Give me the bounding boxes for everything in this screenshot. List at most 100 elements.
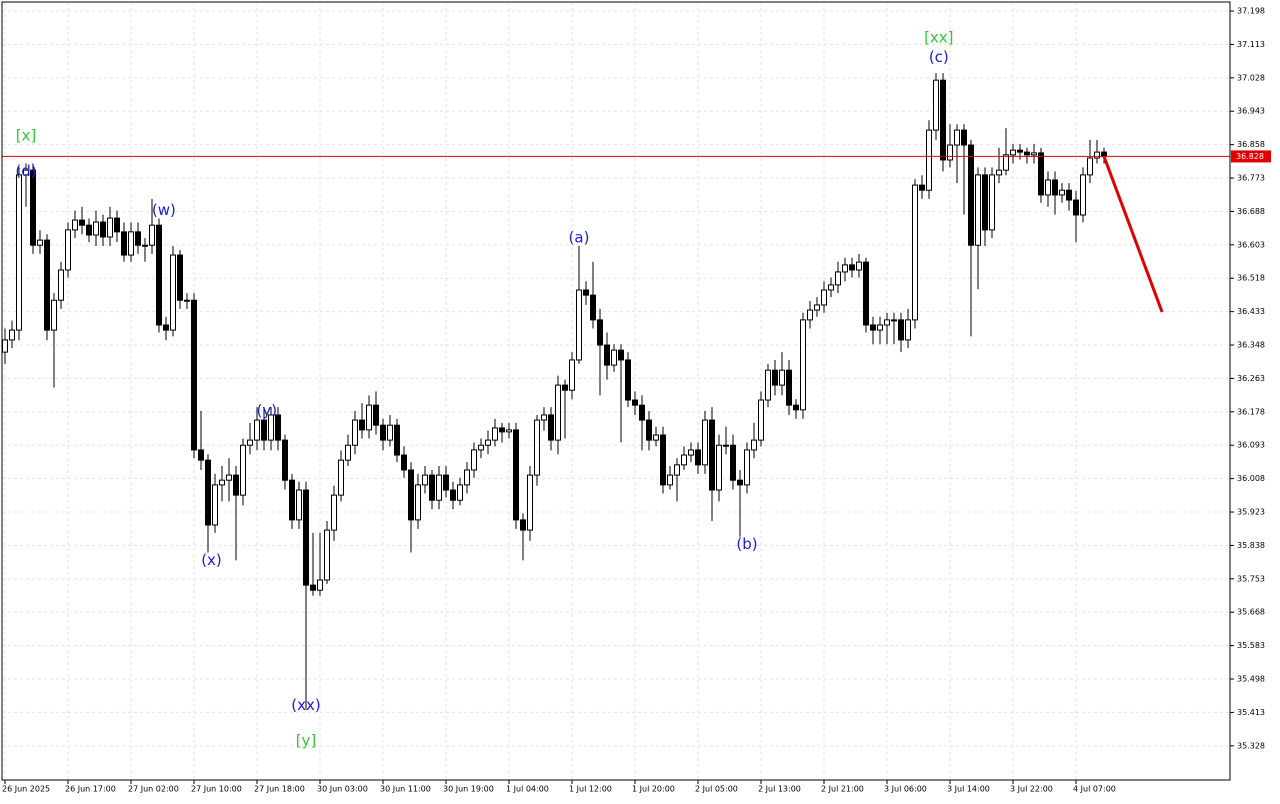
candle-body: [170, 254, 176, 331]
candle-body: [1017, 149, 1023, 153]
candle-body: [429, 474, 435, 501]
candle-body: [450, 489, 456, 501]
candle-body: [79, 219, 85, 226]
candle-body: [254, 419, 260, 441]
candle-body: [422, 474, 428, 486]
candle-body: [380, 424, 386, 441]
y-tick-label: 36.263: [1237, 374, 1265, 383]
x-tick-label: 26 Jun 2025: [2, 785, 50, 794]
candle-body: [1045, 179, 1051, 196]
candle-body: [968, 144, 974, 246]
candle-body: [415, 484, 421, 521]
candle-body: [317, 579, 323, 591]
candle-body: [772, 369, 778, 386]
x-tick-label: 2 Jul 13:00: [758, 785, 801, 794]
candle-body: [919, 184, 925, 191]
candle-body: [1066, 189, 1072, 201]
x-tick-label: 27 Jun 10:00: [191, 785, 242, 794]
candle-body: [219, 479, 225, 486]
candle-body: [744, 449, 750, 486]
candle-body: [205, 459, 211, 526]
candle-body: [1094, 151, 1100, 159]
candle-body: [863, 261, 869, 326]
candle-body: [828, 284, 834, 291]
candle-body: [842, 264, 848, 273]
candle-body: [408, 469, 414, 521]
y-tick-label: 36.943: [1237, 107, 1265, 116]
y-tick-label: 35.583: [1237, 641, 1265, 650]
y-tick-label: 35.328: [1237, 741, 1265, 750]
candle-body: [513, 429, 519, 521]
y-tick-label: 35.668: [1237, 608, 1265, 617]
candle-body: [569, 359, 575, 391]
wave-label: [x]: [16, 126, 37, 144]
candle-body: [849, 264, 855, 271]
candle-body: [898, 319, 904, 341]
candle-body: [1003, 154, 1009, 171]
candle-body: [807, 309, 813, 321]
candle-body: [765, 369, 771, 401]
candle-body: [779, 369, 785, 386]
candle-body: [576, 289, 582, 361]
y-tick-label: 36.858: [1237, 140, 1265, 149]
candle-body: [37, 239, 43, 246]
overlays: 37.198 37.113 37.028 36.943 36.858 36.773 36.6…: [2, 7, 1271, 794]
y-tick-label: 35.923: [1237, 508, 1265, 517]
y-tick-label: 35.838: [1237, 541, 1265, 550]
candle-body: [555, 384, 561, 441]
wave-label: (w): [152, 201, 176, 219]
forecast-line: [1102, 155, 1164, 313]
y-tick-label: 35.753: [1237, 574, 1265, 583]
y-tick-label: 36.518: [1237, 274, 1265, 283]
y-tick-label: 37.198: [1237, 7, 1265, 16]
candle-body: [611, 349, 617, 366]
candle-body: [702, 419, 708, 466]
y-tick-label: 36.008: [1237, 474, 1265, 483]
candle-body: [583, 289, 589, 296]
candle-body: [352, 419, 358, 446]
candles: [2, 73, 1107, 710]
candle-body: [65, 229, 71, 271]
wave-label: [y]: [296, 732, 317, 750]
candle-body: [989, 174, 995, 231]
candle-body: [289, 479, 295, 521]
candle-body: [1031, 152, 1037, 156]
wave-label: (c): [929, 48, 949, 66]
candle-body: [527, 474, 533, 531]
candle-body: [1080, 174, 1086, 216]
candle-body: [856, 261, 862, 271]
candle-body: [499, 427, 505, 433]
candle-body: [121, 231, 127, 256]
x-tick-label: 3 Jul 22:00: [1010, 785, 1053, 794]
candle-body: [233, 474, 239, 496]
candle-body: [870, 324, 876, 331]
candle-body: [443, 474, 449, 491]
candle-body: [16, 174, 22, 331]
wave-label: (b): [736, 535, 757, 553]
candle-body: [793, 404, 799, 411]
candle-body: [961, 129, 967, 146]
y-tick-label: 36.178: [1237, 407, 1265, 416]
candle-body: [128, 231, 134, 256]
y-tick-label: 36.603: [1237, 240, 1265, 249]
x-tick-label: 30 Jun 11:00: [380, 785, 431, 794]
candle-body: [338, 459, 344, 496]
candle-body: [345, 444, 351, 461]
x-tick-label: 30 Jun 03:00: [317, 785, 368, 794]
candle-body: [534, 419, 540, 476]
wave-label: (x): [201, 551, 222, 569]
candle-body: [548, 414, 554, 441]
x-tick-label: 27 Jun 18:00: [254, 785, 305, 794]
candle-body: [653, 434, 659, 441]
wave-label: (a): [569, 229, 590, 247]
wave-label: (xx): [291, 696, 320, 714]
candle-body: [562, 384, 568, 391]
candle-body: [1087, 157, 1093, 176]
candle-body: [135, 231, 141, 246]
x-tick-label: 26 Jun 17:00: [65, 785, 116, 794]
candle-body: [905, 319, 911, 341]
candle-body: [604, 344, 610, 366]
candle-body: [982, 174, 988, 231]
candle-body: [821, 289, 827, 306]
candle-body: [695, 449, 701, 466]
